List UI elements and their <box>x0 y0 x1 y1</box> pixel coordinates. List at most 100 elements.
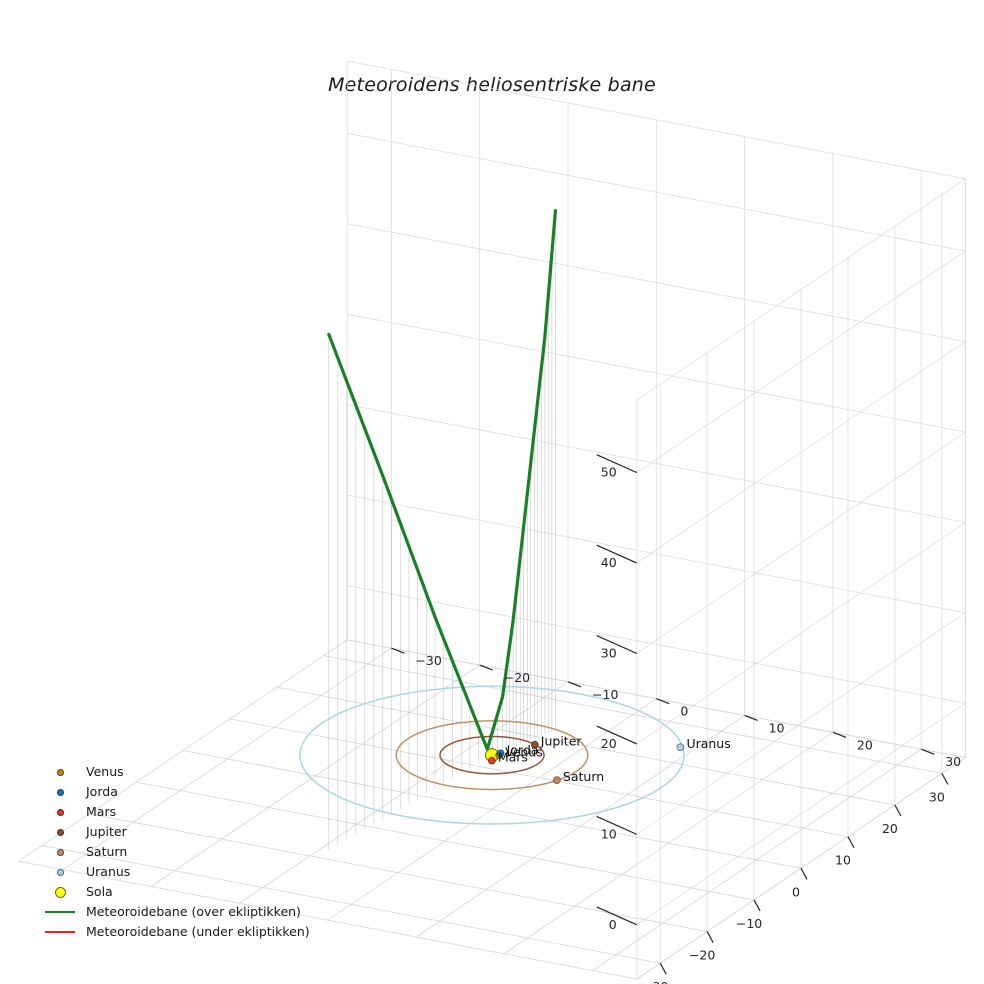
meteoroid-trajectory <box>327 209 558 751</box>
legend-item-venus[interactable]: Venus <box>42 762 342 782</box>
x-tick <box>894 804 902 817</box>
z-tick-label: 50 <box>601 465 617 480</box>
z-tick <box>596 544 637 564</box>
y-tick <box>656 698 670 705</box>
axes-panes <box>18 60 967 980</box>
gridline-floor-y <box>415 715 745 938</box>
gridline-wall-y-horiz <box>636 250 966 473</box>
legend-item-mars[interactable]: Mars <box>42 802 342 822</box>
legend-label: Jupiter <box>86 824 127 839</box>
z-tick-label: 40 <box>601 555 617 570</box>
legend-item-meteoroidebane[interactable]: Meteoroidebane (over ekliptikken) <box>42 902 342 922</box>
legend-label: Jorda <box>86 784 118 799</box>
planet-dot-icon <box>42 788 78 796</box>
x-tick <box>800 868 808 880</box>
gridline-floor-y <box>327 698 657 921</box>
z-tick <box>596 906 637 926</box>
planet-dot-icon <box>42 868 78 876</box>
z-tick-label: 10 <box>601 826 617 841</box>
legend-label: Uranus <box>86 864 131 879</box>
axis-tick-labels: 0 10 20 30 40 50 −30 −20 −10 0 10 20 30 −30 −20 −10 0 10 2… <box>415 465 961 984</box>
gridline-wall-y-horiz <box>636 522 966 745</box>
y-tick-label: −10 <box>592 687 618 702</box>
y-tick-label: −30 <box>415 653 441 668</box>
planet-marker-saturn <box>553 776 561 784</box>
legend-swatch <box>54 886 66 898</box>
planet-marker-jupiter <box>530 740 539 749</box>
legend: Venus Jorda Mars Jupiter Saturn Uranus Sola Met… <box>42 762 342 942</box>
legend-item-jupiter[interactable]: Jupiter <box>42 822 342 842</box>
x-tick-label: 0 <box>792 884 800 899</box>
legend-label: Saturn <box>86 844 128 859</box>
gridline-wall-y-horiz <box>636 612 966 835</box>
x-tick <box>706 931 714 943</box>
planet-label-saturn: Saturn <box>563 769 604 784</box>
planet-marker-jorda <box>496 749 505 758</box>
x-tick-label: 20 <box>882 821 898 836</box>
z-tick-label: 30 <box>601 645 617 660</box>
legend-swatch <box>56 828 64 836</box>
legend-item-sola[interactable]: Sola <box>42 882 342 902</box>
orbit-uranus <box>299 685 685 825</box>
x-tick <box>847 836 855 848</box>
orbit-saturn <box>395 720 589 791</box>
legend-label: Venus <box>86 764 124 779</box>
legend-label: Mars <box>86 804 117 819</box>
y-tick <box>479 664 493 671</box>
planet-label-jorda: Jorda <box>506 742 539 757</box>
z-tick-label: 0 <box>609 917 617 932</box>
y-tick-label: 20 <box>857 737 873 752</box>
y-tick-label: −20 <box>504 670 530 685</box>
y-tick <box>391 647 405 654</box>
back-pane-x <box>346 60 966 759</box>
gridline-wall-y-horiz <box>636 341 966 564</box>
x-tick-label: −10 <box>736 916 762 931</box>
gridline-floor-y <box>504 731 834 955</box>
gridline-wall-x-horiz <box>347 132 966 252</box>
y-tick-label: 30 <box>945 754 961 769</box>
y-tick <box>567 681 582 688</box>
planet-dot-icon <box>42 828 78 836</box>
x-tick <box>659 962 667 975</box>
axis-ticks <box>391 454 949 975</box>
legend-item-jorda[interactable]: Jorda <box>42 782 342 802</box>
gridline-floor-y <box>592 748 922 971</box>
y-tick-label: 10 <box>769 720 785 735</box>
gridline-wall-x-horiz <box>347 585 966 704</box>
orbit-jupiter <box>439 735 545 775</box>
y-tick-label: 0 <box>680 704 688 719</box>
gridline-wall-x-horiz <box>347 404 966 523</box>
planet-dot-icon <box>42 768 78 776</box>
planet-markers <box>484 740 685 784</box>
legend-item-uranus[interactable]: Uranus <box>42 862 342 882</box>
planet-label-venus: Venus <box>505 744 543 759</box>
planet-label-mars: Mars <box>498 750 528 765</box>
gridline-floor-y <box>150 664 480 887</box>
y-tick <box>920 748 935 755</box>
legend-label: Meteoroidebane (over ekliptikken) <box>86 904 301 919</box>
legend-item-saturn[interactable]: Saturn <box>42 842 342 862</box>
z-tick <box>596 454 637 474</box>
x-tick-label: −30 <box>642 979 668 984</box>
planet-label-uranus: Uranus <box>686 736 730 751</box>
gridline-floor-y <box>62 647 392 871</box>
x-tick <box>753 899 761 912</box>
legend-swatch <box>56 768 64 776</box>
legend-item-meteoroidebane[interactable]: Meteoroidebane (under ekliptikken) <box>42 922 342 942</box>
trajectory-above-ecliptic <box>327 209 558 751</box>
trajectory-stems <box>328 210 556 850</box>
legend-swatch <box>56 808 64 816</box>
planet-orbits <box>299 685 685 825</box>
y-tick <box>744 714 758 722</box>
gridline-wall-x-horiz <box>347 313 966 433</box>
planet-marker-mars <box>487 756 496 765</box>
legend-swatch <box>56 788 64 796</box>
legend-swatch <box>56 868 64 876</box>
planet-marker-uranus <box>676 743 685 752</box>
line-swatch-icon <box>42 931 78 933</box>
gridline-wall-y-horiz <box>636 702 966 926</box>
gridline-wall-y-horiz <box>636 431 966 654</box>
